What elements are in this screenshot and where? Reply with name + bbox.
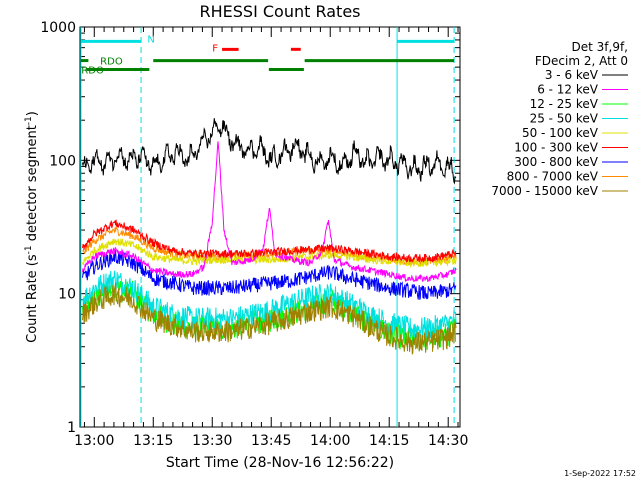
series-line <box>82 249 457 300</box>
x-tick-label: 13:00 <box>74 433 114 449</box>
y-axis-label-part: detector segment <box>25 125 40 245</box>
x-tick-label: 14:15 <box>369 433 409 449</box>
y-tick-label: 1 <box>67 420 76 436</box>
x-tick-label: 14:30 <box>428 433 468 449</box>
legend-label: 50 - 100 keV <box>522 126 599 140</box>
timestamp: 1-Sep-2022 17:52 <box>564 469 636 478</box>
y-axis-label-part: Count Rate (s <box>25 254 40 343</box>
y-tick-label: 10 <box>58 287 76 303</box>
legend-label: 800 - 7000 keV <box>507 170 599 184</box>
series-line <box>82 238 457 268</box>
series-lines <box>82 118 457 356</box>
plot-area: 1 10 100 1000 13:00 13:15 13:30 13:45 14:00 14:1… <box>40 20 468 449</box>
y-axis-label-sup: -1 <box>24 116 34 125</box>
y-axis-label-part: ) <box>25 111 40 116</box>
flag-bar-label: RDO <box>100 57 123 68</box>
series-line <box>82 141 457 283</box>
legend-label: 12 - 25 keV <box>530 97 599 111</box>
legend-label: 25 - 50 keV <box>530 112 599 126</box>
flag-bar-label: F <box>212 44 218 55</box>
vertical-markers <box>80 27 455 427</box>
series-line <box>82 118 457 185</box>
series-line <box>82 219 457 264</box>
x-axis-label: Start Time (28-Nov-16 12:56:22) <box>166 455 394 471</box>
y-tick-label: 100 <box>49 153 76 169</box>
legend-header-line: FDecim 2, Att 0 <box>535 54 628 68</box>
legend-header-line: Det 3f,9f, <box>572 40 629 54</box>
plot-frame <box>79 26 461 428</box>
x-tick-label: 13:30 <box>192 433 232 449</box>
x-tick-label: 14:00 <box>310 433 350 449</box>
x-axis: 13:00 13:15 13:30 13:45 14:00 14:15 14:30 <box>74 27 468 449</box>
legend-label: 3 - 6 keV <box>545 68 599 82</box>
flag-bar-label: RDO <box>81 66 104 77</box>
y-tick-label: 1000 <box>40 20 76 36</box>
y-axis-label: Count Rate (s-1 detector segment-1) <box>24 111 40 343</box>
legend-label: 7000 - 15000 keV <box>491 184 598 198</box>
y-axis-label-sup: -1 <box>24 245 34 254</box>
series-line <box>82 282 457 356</box>
legend-label: 6 - 12 keV <box>537 83 599 97</box>
legend-label: 100 - 300 keV <box>514 141 598 155</box>
y-axis: 1 10 100 1000 <box>40 20 460 436</box>
x-tick-label: 13:45 <box>251 433 291 449</box>
series-line <box>82 270 457 340</box>
x-tick-label: 13:15 <box>133 433 173 449</box>
chart-title: RHESSI Count Rates <box>200 2 361 21</box>
legend-label: 300 - 800 keV <box>514 155 598 169</box>
flag-bar-label: N <box>147 34 154 45</box>
